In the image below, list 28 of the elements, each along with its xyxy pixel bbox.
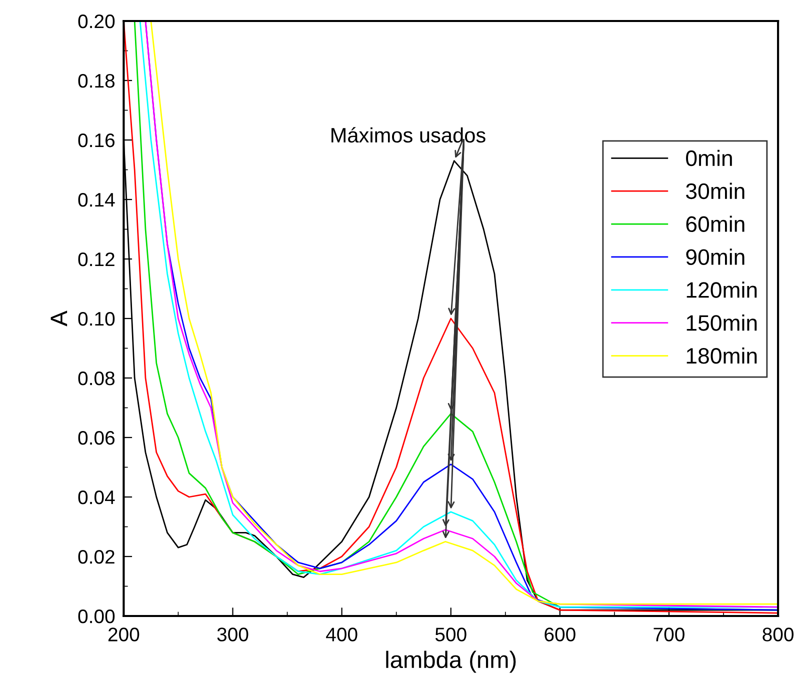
y-tick-label: 0.16 — [78, 133, 115, 148]
y-tick-label: 0.06 — [78, 430, 115, 445]
y-tick-label: 0.10 — [78, 312, 115, 326]
y-tick-label: 0.20 — [78, 14, 115, 28]
legend-label: 0min — [686, 150, 732, 166]
legend-label: 120min — [686, 282, 757, 298]
y-tick-label: 0.08 — [78, 371, 115, 386]
y-tick-label: 0.04 — [78, 490, 115, 504]
legend-label: 90min — [686, 248, 744, 265]
x-tick-label: 500 — [435, 628, 466, 642]
y-tick-label: 0.00 — [78, 609, 115, 624]
x-tick-label: 700 — [654, 628, 684, 642]
y-tick-label: 0.14 — [78, 192, 115, 207]
legend-label: 30min — [686, 182, 744, 200]
x-tick-label: 800 — [762, 628, 794, 642]
annotation: Máximos usados — [332, 127, 486, 143]
y-tick-label: 0.18 — [78, 74, 115, 88]
x-tick-label: 600 — [544, 628, 576, 642]
y-tick-label: 0.02 — [78, 550, 114, 564]
legend-label: 180min — [686, 347, 757, 364]
x-axis-title: lambda (nm) — [386, 650, 516, 673]
y-axis-title: A — [50, 310, 68, 326]
x-tick-label: 400 — [326, 628, 358, 642]
y-tick-label: 0.12 — [78, 252, 114, 266]
legend-label: 150min — [686, 314, 757, 331]
x-tick-label: 300 — [217, 628, 248, 642]
x-tick-label: 200 — [108, 628, 140, 642]
legend-label: 60min — [686, 216, 744, 232]
